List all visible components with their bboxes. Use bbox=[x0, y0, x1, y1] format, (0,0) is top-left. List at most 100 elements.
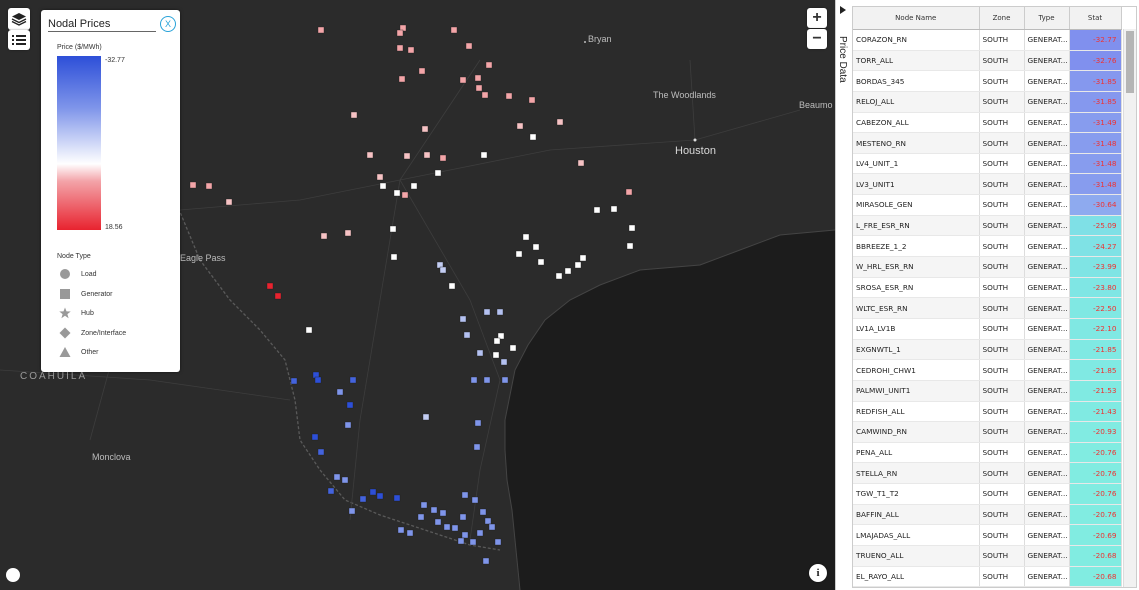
generator-node-marker[interactable] bbox=[488, 523, 496, 531]
generator-node-marker[interactable] bbox=[396, 44, 404, 52]
generator-node-marker[interactable] bbox=[475, 84, 483, 92]
table-row[interactable]: TGW_T1_T2 SOUTH GENERAT... -20.76 bbox=[853, 483, 1122, 505]
generator-node-marker[interactable] bbox=[422, 413, 430, 421]
column-header-stat[interactable]: Stat bbox=[1069, 7, 1122, 30]
generator-node-marker[interactable] bbox=[266, 282, 274, 290]
table-row[interactable]: CAMWIND_RN SOUTH GENERAT... -20.93 bbox=[853, 421, 1122, 443]
generator-node-marker[interactable] bbox=[344, 421, 352, 429]
generator-node-marker[interactable] bbox=[515, 250, 523, 258]
table-row[interactable]: LMAJADAS_ALL SOUTH GENERAT... -20.69 bbox=[853, 524, 1122, 547]
price-data-table-container[interactable]: Node Name Zone Type Stat CORAZON_RN SOUTH… bbox=[852, 6, 1137, 588]
generator-node-marker[interactable] bbox=[434, 169, 442, 177]
generator-node-marker[interactable] bbox=[492, 351, 500, 359]
generator-node-marker[interactable] bbox=[348, 507, 356, 515]
generator-node-marker[interactable] bbox=[320, 232, 328, 240]
table-row[interactable]: CABEZON_ALL SOUTH GENERAT... -31.49 bbox=[853, 112, 1122, 134]
generator-node-marker[interactable] bbox=[564, 267, 572, 275]
generator-node-marker[interactable] bbox=[205, 182, 213, 190]
generator-node-marker[interactable] bbox=[497, 332, 505, 340]
generator-node-marker[interactable] bbox=[537, 258, 545, 266]
generator-node-marker[interactable] bbox=[401, 191, 409, 199]
generator-node-marker[interactable] bbox=[333, 473, 341, 481]
generator-node-marker[interactable] bbox=[376, 173, 384, 181]
generator-node-marker[interactable] bbox=[189, 181, 197, 189]
generator-node-marker[interactable] bbox=[443, 523, 451, 531]
generator-node-marker[interactable] bbox=[450, 26, 458, 34]
generator-node-marker[interactable] bbox=[556, 118, 564, 126]
generator-node-marker[interactable] bbox=[522, 233, 530, 241]
generator-node-marker[interactable] bbox=[516, 122, 524, 130]
table-row[interactable]: WLTC_ESR_RN SOUTH GENERAT... -22.50 bbox=[853, 297, 1122, 319]
table-row[interactable]: RELOJ_ALL SOUTH GENERAT... -31.85 bbox=[853, 91, 1122, 113]
generator-node-marker[interactable] bbox=[396, 29, 404, 37]
generator-node-marker[interactable] bbox=[501, 376, 509, 384]
generator-node-marker[interactable] bbox=[420, 501, 428, 509]
table-row[interactable]: REDFISH_ALL SOUTH GENERAT... -21.43 bbox=[853, 401, 1122, 423]
generator-node-marker[interactable] bbox=[305, 326, 313, 334]
column-header-zone[interactable]: Zone bbox=[979, 7, 1025, 30]
generator-node-marker[interactable] bbox=[470, 376, 478, 384]
table-row[interactable]: STELLA_RN SOUTH GENERAT... -20.76 bbox=[853, 462, 1122, 485]
table-row[interactable]: LV1A_LV1B SOUTH GENERAT... -22.10 bbox=[853, 318, 1122, 340]
generator-node-marker[interactable] bbox=[434, 518, 442, 526]
table-row[interactable]: BORDAS_345 SOUTH GENERAT... -31.85 bbox=[853, 70, 1122, 92]
zoom-out-button[interactable]: − bbox=[807, 29, 827, 49]
generator-node-marker[interactable] bbox=[410, 182, 418, 190]
generator-node-marker[interactable] bbox=[407, 46, 415, 54]
generator-node-marker[interactable] bbox=[465, 42, 473, 50]
table-row[interactable]: LV3_UNIT1 SOUTH GENERAT... -31.48 bbox=[853, 173, 1122, 196]
generator-node-marker[interactable] bbox=[389, 225, 397, 233]
generator-node-marker[interactable] bbox=[418, 67, 426, 75]
list-button[interactable] bbox=[8, 30, 30, 50]
table-row[interactable]: TRUENO_ALL SOUTH GENERAT... -20.68 bbox=[853, 545, 1122, 567]
table-row[interactable]: EXGNWTL_1 SOUTH GENERAT... -21.85 bbox=[853, 339, 1122, 361]
generator-node-marker[interactable] bbox=[484, 517, 492, 525]
generator-node-marker[interactable] bbox=[359, 495, 367, 503]
generator-node-marker[interactable] bbox=[398, 75, 406, 83]
generator-node-marker[interactable] bbox=[448, 282, 456, 290]
generator-node-marker[interactable] bbox=[457, 537, 465, 545]
generator-node-marker[interactable] bbox=[379, 182, 387, 190]
generator-node-marker[interactable] bbox=[528, 96, 536, 104]
table-row[interactable]: W_HRL_ESR_RN SOUTH GENERAT... -23.99 bbox=[853, 256, 1122, 278]
generator-node-marker[interactable] bbox=[311, 433, 319, 441]
generator-node-marker[interactable] bbox=[397, 526, 405, 534]
table-row[interactable]: MIRASOLE_GEN SOUTH GENERAT... -30.64 bbox=[853, 194, 1122, 216]
generator-node-marker[interactable] bbox=[369, 488, 377, 496]
generator-node-marker[interactable] bbox=[317, 448, 325, 456]
table-row[interactable]: TORR_ALL SOUTH GENERAT... -32.76 bbox=[853, 50, 1122, 72]
generator-node-marker[interactable] bbox=[406, 529, 414, 537]
generator-node-marker[interactable] bbox=[349, 376, 357, 384]
generator-node-marker[interactable] bbox=[483, 376, 491, 384]
generator-node-marker[interactable] bbox=[485, 61, 493, 69]
generator-node-marker[interactable] bbox=[476, 529, 484, 537]
generator-node-marker[interactable] bbox=[290, 377, 298, 385]
generator-node-marker[interactable] bbox=[366, 151, 374, 159]
table-row[interactable]: SROSA_ESR_RN SOUTH GENERAT... -23.80 bbox=[853, 277, 1122, 299]
generator-node-marker[interactable] bbox=[493, 337, 501, 345]
info-button[interactable]: i bbox=[809, 564, 827, 582]
table-row[interactable]: PALMWI_UNIT1 SOUTH GENERAT... -21.53 bbox=[853, 380, 1122, 402]
generator-node-marker[interactable] bbox=[463, 331, 471, 339]
table-row[interactable]: EL_RAYO_ALL SOUTH GENERAT... -20.68 bbox=[853, 566, 1122, 587]
generator-node-marker[interactable] bbox=[610, 205, 618, 213]
generator-node-marker[interactable] bbox=[469, 538, 477, 546]
generator-node-marker[interactable] bbox=[482, 557, 490, 565]
generator-node-marker[interactable] bbox=[628, 224, 636, 232]
map-view[interactable]: Bryan The Woodlands Houston Beaumo Eagle… bbox=[0, 0, 835, 590]
generator-node-marker[interactable] bbox=[473, 443, 481, 451]
generator-node-marker[interactable] bbox=[481, 91, 489, 99]
table-row[interactable]: BBREEZE_1_2 SOUTH GENERAT... -24.27 bbox=[853, 235, 1122, 258]
generator-node-marker[interactable] bbox=[483, 308, 491, 316]
generator-node-marker[interactable] bbox=[577, 159, 585, 167]
generator-node-marker[interactable] bbox=[579, 254, 587, 262]
generator-node-marker[interactable] bbox=[532, 243, 540, 251]
generator-node-marker[interactable] bbox=[474, 74, 482, 82]
expand-arrow-icon[interactable] bbox=[840, 6, 846, 14]
generator-node-marker[interactable] bbox=[593, 206, 601, 214]
generator-node-marker[interactable] bbox=[344, 229, 352, 237]
column-header-node-name[interactable]: Node Name bbox=[853, 7, 980, 30]
generator-node-marker[interactable] bbox=[225, 198, 233, 206]
generator-node-marker[interactable] bbox=[341, 476, 349, 484]
